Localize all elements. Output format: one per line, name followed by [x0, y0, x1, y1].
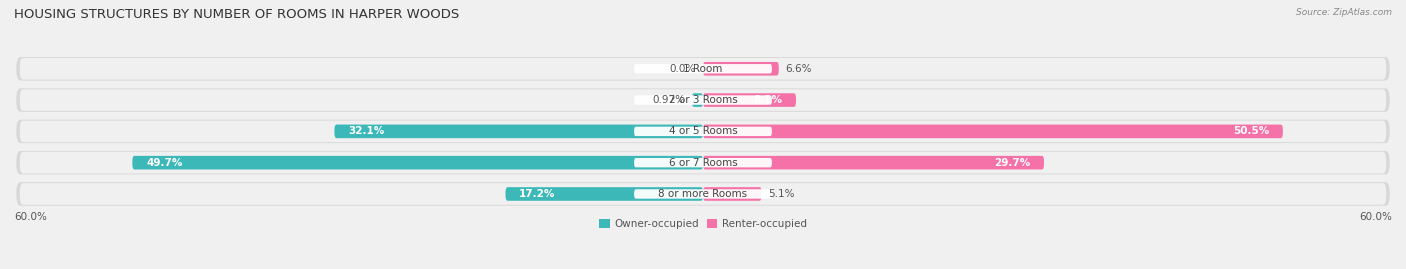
Text: 0.0%: 0.0% [669, 64, 696, 74]
Text: 17.2%: 17.2% [519, 189, 555, 199]
Text: 60.0%: 60.0% [1360, 212, 1392, 222]
Text: 60.0%: 60.0% [14, 212, 46, 222]
FancyBboxPatch shape [634, 189, 772, 199]
FancyBboxPatch shape [703, 187, 762, 201]
Text: 50.5%: 50.5% [1233, 126, 1270, 136]
Text: HOUSING STRUCTURES BY NUMBER OF ROOMS IN HARPER WOODS: HOUSING STRUCTURES BY NUMBER OF ROOMS IN… [14, 8, 460, 21]
FancyBboxPatch shape [17, 57, 1389, 80]
Text: 2 or 3 Rooms: 2 or 3 Rooms [669, 95, 737, 105]
FancyBboxPatch shape [17, 151, 1389, 174]
Text: 6 or 7 Rooms: 6 or 7 Rooms [669, 158, 737, 168]
Text: 5.1%: 5.1% [769, 189, 794, 199]
Legend: Owner-occupied, Renter-occupied: Owner-occupied, Renter-occupied [599, 219, 807, 229]
FancyBboxPatch shape [20, 121, 1386, 142]
FancyBboxPatch shape [17, 182, 1389, 206]
FancyBboxPatch shape [20, 89, 1386, 111]
FancyBboxPatch shape [20, 183, 1386, 205]
FancyBboxPatch shape [17, 120, 1389, 143]
FancyBboxPatch shape [703, 156, 1045, 169]
FancyBboxPatch shape [692, 93, 703, 107]
Text: 32.1%: 32.1% [349, 126, 384, 136]
FancyBboxPatch shape [634, 158, 772, 167]
FancyBboxPatch shape [20, 58, 1386, 80]
FancyBboxPatch shape [634, 64, 772, 73]
FancyBboxPatch shape [506, 187, 703, 201]
Text: 29.7%: 29.7% [994, 158, 1031, 168]
Text: Source: ZipAtlas.com: Source: ZipAtlas.com [1296, 8, 1392, 17]
FancyBboxPatch shape [20, 152, 1386, 174]
Text: 0.97%: 0.97% [652, 95, 685, 105]
Text: 8 or more Rooms: 8 or more Rooms [658, 189, 748, 199]
FancyBboxPatch shape [703, 62, 779, 76]
FancyBboxPatch shape [703, 93, 796, 107]
Text: 1 Room: 1 Room [683, 64, 723, 74]
FancyBboxPatch shape [634, 95, 772, 105]
Text: 8.1%: 8.1% [754, 95, 782, 105]
Text: 4 or 5 Rooms: 4 or 5 Rooms [669, 126, 737, 136]
FancyBboxPatch shape [17, 88, 1389, 112]
FancyBboxPatch shape [132, 156, 703, 169]
Text: 49.7%: 49.7% [146, 158, 183, 168]
FancyBboxPatch shape [703, 125, 1282, 138]
FancyBboxPatch shape [634, 127, 772, 136]
FancyBboxPatch shape [335, 125, 703, 138]
Text: 6.6%: 6.6% [786, 64, 813, 74]
